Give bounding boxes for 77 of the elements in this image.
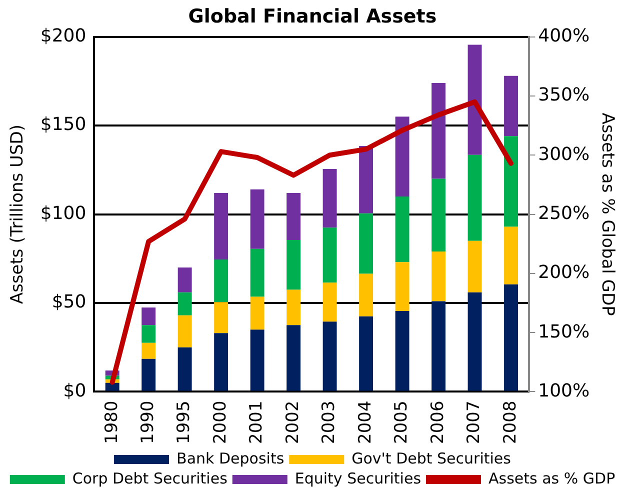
bar <box>359 213 374 274</box>
bar <box>395 196 410 262</box>
bar <box>504 226 518 284</box>
x-tick-label: 2006 <box>428 400 448 444</box>
bar <box>359 146 374 214</box>
bar <box>504 136 518 227</box>
legend-label: Bank Deposits <box>176 449 284 468</box>
bar <box>142 358 156 391</box>
bar <box>178 292 192 316</box>
legend-label: Gov't Debt Securities <box>352 449 512 468</box>
y2-tick-label: 150% <box>538 321 590 342</box>
bar <box>322 282 337 322</box>
bar <box>322 169 337 228</box>
bar <box>178 268 192 292</box>
x-tick-label: 2007 <box>464 400 484 444</box>
bar <box>105 382 120 391</box>
bar <box>432 301 446 391</box>
x-tick-label: 2001 <box>246 400 267 444</box>
x-tick-label: 1995 <box>174 400 194 444</box>
bar <box>395 262 410 311</box>
y2-tick-label: 300% <box>538 144 590 165</box>
bar <box>250 296 264 330</box>
y-tick-label: $200 <box>40 25 86 46</box>
y-tick-label: $50 <box>52 292 86 313</box>
bar <box>468 44 482 155</box>
x-tick-label: 2004 <box>355 400 376 444</box>
y2-axis-title: Assets as % Global GDP <box>597 112 618 316</box>
bar <box>250 330 264 391</box>
bar <box>322 228 337 283</box>
bar <box>250 248 264 297</box>
bar <box>142 307 156 326</box>
y2-tick-label: 400% <box>538 25 590 46</box>
y-axis-title: Assets (Trillions USD) <box>8 124 28 304</box>
bar <box>142 325 156 343</box>
chart-title: Global Financial Assets <box>188 5 437 28</box>
bar <box>214 192 228 260</box>
bar <box>214 260 228 302</box>
y2-tick-label: 350% <box>538 84 590 106</box>
bar <box>286 240 301 290</box>
bar <box>504 76 518 136</box>
legend-label: Corp Debt Securities <box>72 469 228 488</box>
bar <box>214 302 228 334</box>
bar <box>250 189 264 249</box>
bar <box>214 333 228 391</box>
bar <box>395 116 410 197</box>
x-tick-label: 2005 <box>392 400 412 444</box>
bar <box>359 316 374 391</box>
bar <box>395 310 410 391</box>
y2-tick-label: 250% <box>538 202 590 224</box>
y2-tick-label: 100% <box>538 380 590 402</box>
x-tick-label: 2003 <box>319 400 340 444</box>
bar <box>432 82 446 179</box>
bar <box>286 192 301 240</box>
bar <box>432 178 446 252</box>
bar <box>142 342 156 359</box>
x-tick-label: 1980 <box>102 400 122 444</box>
y-tick-label: $100 <box>40 202 86 224</box>
y2-tick-label: 200% <box>538 262 590 284</box>
x-tick-label: 2000 <box>210 400 230 444</box>
bar <box>178 347 192 391</box>
bar <box>286 325 301 391</box>
y-tick-label: $150 <box>40 114 86 136</box>
bar <box>468 240 482 292</box>
x-tick-label: 1990 <box>138 400 158 444</box>
x-tick-label: 2002 <box>282 400 303 444</box>
bar <box>286 290 301 326</box>
legend-label: Equity Securities <box>294 469 422 488</box>
bar <box>504 284 518 391</box>
bar <box>322 322 337 391</box>
legend-label: Assets as % GDP <box>488 469 616 488</box>
bar <box>432 252 446 302</box>
y-tick-label: $0 <box>63 380 86 402</box>
bar <box>468 154 482 241</box>
bar <box>359 274 374 316</box>
x-tick-label: 2008 <box>500 400 520 444</box>
bar <box>178 315 192 348</box>
bar <box>468 292 482 391</box>
